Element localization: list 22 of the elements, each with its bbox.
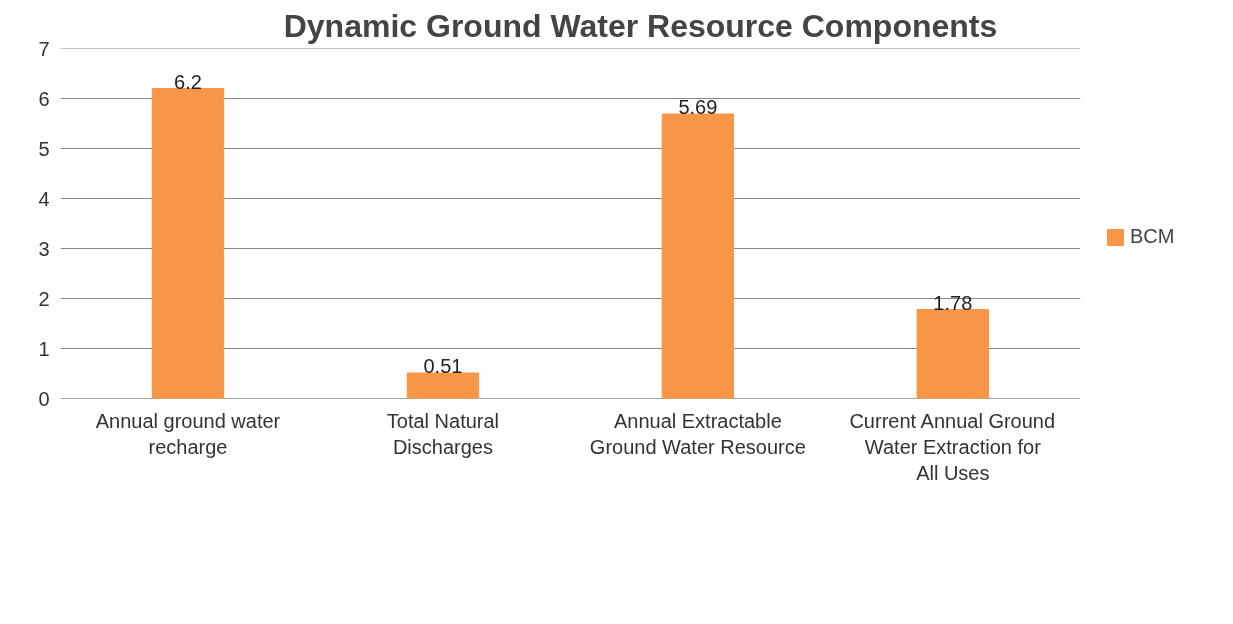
- x-tick-label: Annual ground water recharge: [95, 409, 281, 458]
- y-tick-label: 5: [38, 137, 50, 160]
- data-label: 1.78: [933, 291, 973, 314]
- bar: [151, 88, 225, 399]
- y-tick-label: 6: [38, 87, 50, 110]
- data-label: 0.51: [423, 355, 463, 377]
- y-tick-label: 3: [38, 237, 50, 260]
- legend-label: BCM: [1130, 225, 1175, 248]
- chart-title: Dynamic Ground Water Resource Components: [283, 7, 998, 44]
- data-label: 5.69: [678, 96, 718, 118]
- bar: [661, 113, 735, 399]
- x-tick-label: Annual Extractable Ground Water Resource: [589, 409, 806, 458]
- y-tick-label: 2: [38, 287, 50, 310]
- x-tick-label: Current Annual Ground Water Extraction for All Uses: [849, 409, 1056, 485]
- y-tick-label: 4: [38, 187, 50, 210]
- y-tick-label: 7: [38, 37, 50, 60]
- bar: [406, 372, 480, 399]
- y-tick-label: 1: [38, 337, 50, 360]
- x-tick-label: Total Natural Discharges: [386, 409, 500, 458]
- y-tick-label: 0: [38, 387, 50, 410]
- data-label: 6.2: [174, 70, 202, 93]
- bar: [916, 309, 989, 399]
